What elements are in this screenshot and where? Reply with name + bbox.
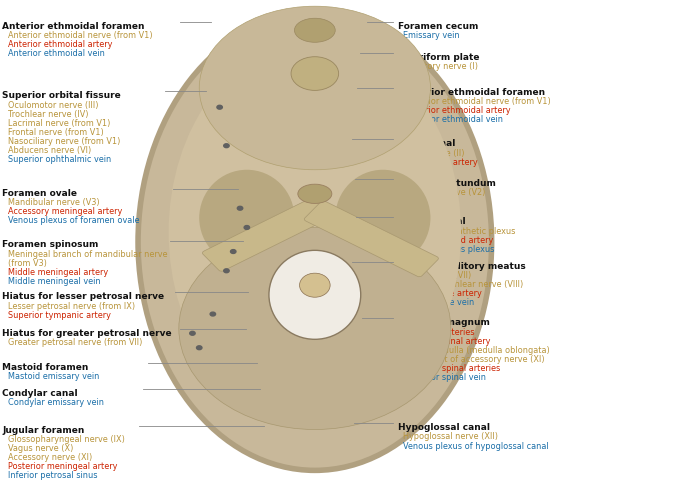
Ellipse shape	[291, 58, 339, 91]
Text: Posterior spinal arteries: Posterior spinal arteries	[403, 363, 500, 372]
Text: Internal carotid artery: Internal carotid artery	[403, 235, 494, 244]
Text: Foramen spinosum: Foramen spinosum	[2, 240, 99, 249]
Text: Vertebral arteries: Vertebral arteries	[403, 327, 475, 336]
Text: Anterior ethmoidal nerve (from V1): Anterior ethmoidal nerve (from V1)	[8, 31, 153, 40]
Text: Emissary vein: Emissary vein	[403, 31, 460, 40]
Text: (from V3): (from V3)	[8, 258, 47, 267]
Text: Greater petrosal nerve (from VII): Greater petrosal nerve (from VII)	[8, 337, 143, 347]
Text: Carotid sympathetic plexus: Carotid sympathetic plexus	[403, 226, 515, 235]
Text: Meningeal branch of mandibular nerve: Meningeal branch of mandibular nerve	[8, 249, 168, 258]
Text: Abducens nerve (VI): Abducens nerve (VI)	[8, 146, 91, 155]
Text: Foramen magnum: Foramen magnum	[398, 318, 490, 327]
Text: Internal auditory meatus: Internal auditory meatus	[398, 261, 526, 270]
Text: Lesser petrosal nerve (from IX): Lesser petrosal nerve (from IX)	[8, 301, 135, 310]
Text: Superior tympanic artery: Superior tympanic artery	[8, 310, 111, 319]
Text: Venous plexus of hypoglossal canal: Venous plexus of hypoglossal canal	[403, 441, 549, 450]
Text: Hypoglossal nerve (XII): Hypoglossal nerve (XII)	[403, 432, 498, 441]
Text: Facial nerve (VII): Facial nerve (VII)	[403, 270, 471, 279]
Text: Ophthalmic artery: Ophthalmic artery	[403, 157, 478, 167]
Text: Optic nerve (II): Optic nerve (II)	[403, 148, 464, 157]
Text: Hiatus for greater petrosal nerve: Hiatus for greater petrosal nerve	[2, 328, 171, 337]
Text: Foramen ovale: Foramen ovale	[2, 188, 77, 197]
Circle shape	[217, 106, 222, 110]
Text: Posterior ethmoidal foramen: Posterior ethmoidal foramen	[398, 87, 545, 96]
Text: Accessory meningeal artery: Accessory meningeal artery	[8, 206, 122, 216]
Text: Foramen cecum: Foramen cecum	[398, 22, 478, 31]
Text: Nasociliary nerve (from V1): Nasociliary nerve (from V1)	[8, 137, 120, 146]
Text: Vagus nerve (X): Vagus nerve (X)	[8, 443, 73, 452]
Text: Anterior ethmoidal artery: Anterior ethmoidal artery	[8, 40, 112, 49]
Ellipse shape	[335, 170, 430, 266]
Ellipse shape	[269, 251, 360, 340]
Ellipse shape	[199, 7, 430, 170]
Text: Posterior ethmoidal vein: Posterior ethmoidal vein	[403, 115, 503, 124]
Circle shape	[224, 144, 229, 148]
Text: Labyrinthine artery: Labyrinthine artery	[403, 288, 482, 298]
Text: Venous plexus of foramen ovale: Venous plexus of foramen ovale	[8, 216, 139, 225]
Text: Optic canal: Optic canal	[398, 139, 455, 148]
Circle shape	[190, 332, 195, 336]
Ellipse shape	[299, 274, 330, 298]
Text: Mandibular nerve (V3): Mandibular nerve (V3)	[8, 197, 100, 206]
Text: Hypoglossal canal: Hypoglossal canal	[398, 422, 490, 432]
FancyBboxPatch shape	[304, 202, 439, 277]
Text: Maxillary nerve (V2): Maxillary nerve (V2)	[403, 188, 486, 197]
FancyBboxPatch shape	[203, 196, 337, 272]
Text: Jugular foramen: Jugular foramen	[2, 425, 84, 434]
Text: Posterior spinal vein: Posterior spinal vein	[403, 372, 486, 382]
Text: Anterior ethmoidal foramen: Anterior ethmoidal foramen	[2, 22, 145, 31]
Text: Olfactory nerve (I): Olfactory nerve (I)	[403, 62, 478, 71]
Text: Posterior meningeal artery: Posterior meningeal artery	[8, 461, 118, 470]
Circle shape	[244, 226, 250, 230]
Text: Spinal medulla (medulla oblongata): Spinal medulla (medulla oblongata)	[403, 345, 550, 354]
Text: Middle meningeal artery: Middle meningeal artery	[8, 267, 108, 276]
Text: Lacrimal nerve (from V1): Lacrimal nerve (from V1)	[8, 119, 111, 128]
Ellipse shape	[179, 228, 451, 430]
Ellipse shape	[199, 170, 294, 266]
Text: Labyrinthine vein: Labyrinthine vein	[403, 298, 475, 307]
Text: Hiatus for lesser petrosal nerve: Hiatus for lesser petrosal nerve	[2, 292, 164, 301]
Circle shape	[237, 207, 243, 211]
Text: Superior orbital fissure: Superior orbital fissure	[2, 91, 121, 100]
Ellipse shape	[298, 185, 332, 204]
Text: Trochlear nerve (IV): Trochlear nerve (IV)	[8, 109, 88, 119]
Text: Inferior petrosal sinus: Inferior petrosal sinus	[8, 470, 98, 480]
Text: Condylar emissary vein: Condylar emissary vein	[8, 397, 104, 406]
Circle shape	[224, 269, 229, 273]
Circle shape	[210, 312, 216, 316]
Text: Foramen rotundum: Foramen rotundum	[398, 179, 496, 188]
Text: Mastoid emissary vein: Mastoid emissary vein	[8, 372, 99, 381]
Text: Condylar canal: Condylar canal	[2, 388, 78, 397]
Text: Vestibulocochlear nerve (VIII): Vestibulocochlear nerve (VIII)	[403, 279, 524, 288]
Text: Posterior ethmoidal nerve (from V1): Posterior ethmoidal nerve (from V1)	[403, 96, 551, 106]
Text: Spinal root of accessory nerve (XI): Spinal root of accessory nerve (XI)	[403, 354, 545, 363]
Text: Superior ophthalmic vein: Superior ophthalmic vein	[8, 155, 112, 164]
Text: Oculomotor nerve (III): Oculomotor nerve (III)	[8, 100, 99, 109]
Ellipse shape	[294, 19, 335, 43]
Text: Mastoid foramen: Mastoid foramen	[2, 362, 88, 372]
Ellipse shape	[169, 41, 461, 425]
Text: Frontal nerve (from V1): Frontal nerve (from V1)	[8, 128, 104, 137]
Ellipse shape	[138, 14, 492, 470]
Text: Carotid canal: Carotid canal	[398, 217, 465, 226]
Circle shape	[231, 250, 236, 254]
Text: Carotid venous plexus: Carotid venous plexus	[403, 244, 494, 253]
Text: Anterior ethmoidal vein: Anterior ethmoidal vein	[8, 49, 105, 58]
Text: Middle meningeal vein: Middle meningeal vein	[8, 276, 101, 286]
Text: Posterior ethmoidal artery: Posterior ethmoidal artery	[403, 106, 511, 115]
Text: Glossopharyngeal nerve (IX): Glossopharyngeal nerve (IX)	[8, 434, 125, 443]
Text: Cribriform plate: Cribriform plate	[398, 53, 479, 62]
Text: Anterior spinal artery: Anterior spinal artery	[403, 336, 490, 345]
Text: Accessory nerve (XI): Accessory nerve (XI)	[8, 452, 92, 461]
Circle shape	[197, 346, 202, 350]
